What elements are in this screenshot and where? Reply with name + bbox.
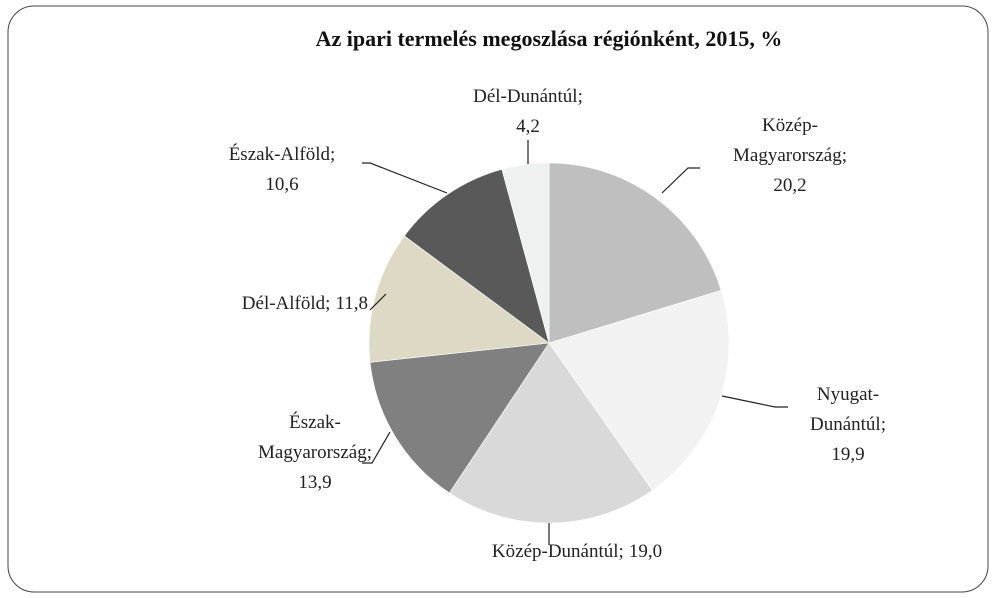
category-line: Magyarország; — [733, 145, 847, 166]
value-label: 4,2 — [516, 116, 540, 137]
pie-slice — [548, 290, 730, 491]
category-label: Dél-Alföld; — [242, 293, 331, 314]
pie-slice — [548, 162, 722, 344]
pie-slice — [368, 235, 550, 363]
leader-line — [721, 395, 788, 408]
value-label: 19,9 — [831, 444, 864, 465]
data-label: Észak-Alföld; 10,6 — [229, 143, 336, 195]
pie-slice — [403, 168, 550, 344]
category-label: Nyugat- Dunántúl; — [810, 384, 886, 435]
leader-line — [362, 162, 448, 194]
value-label: 13,9 — [298, 472, 331, 493]
category-line: Közép- — [762, 115, 818, 136]
data-label: Dél-Alföld; 11,8 — [242, 293, 368, 314]
category-label: Közép- Magyarország; — [733, 115, 847, 166]
value-label: 10,6 — [265, 174, 298, 195]
chart-title: Az ipari termelés megoszlása régiónként,… — [316, 26, 783, 51]
category-line: Nyugat- — [817, 384, 879, 405]
data-label-text: Dél-Alföld; 11,8 — [242, 293, 368, 314]
value-label: 19,0 — [629, 541, 662, 562]
category-label: Közép-Dunántúl; — [492, 541, 624, 562]
data-label: Észak- Magyarország; 13,9 — [258, 411, 372, 493]
leader-line — [661, 167, 700, 194]
category-label: Észak- Magyarország; — [258, 411, 372, 463]
value-label: 20,2 — [773, 175, 806, 196]
data-label: Nyugat- Dunántúl; 19,9 — [810, 384, 886, 465]
data-label: Közép- Magyarország; 20,2 — [733, 115, 847, 196]
data-label-text: Közép-Dunántúl; 19,0 — [492, 541, 662, 562]
pie-slice — [501, 162, 550, 344]
category-line: Dunántúl; — [810, 414, 886, 435]
pie-slice — [369, 342, 550, 494]
leader-line — [369, 293, 387, 311]
category-line: Észak- — [289, 411, 341, 433]
leader-line — [362, 431, 391, 464]
pie — [368, 162, 730, 524]
category-line: Magyarország; — [258, 442, 372, 463]
data-label: Dél-Dunántúl; 4,2 — [473, 86, 583, 137]
pie-slice — [448, 342, 653, 524]
category-label: Észak-Alföld; — [229, 143, 336, 165]
data-label: Közép-Dunántúl; 19,0 — [492, 541, 662, 562]
value-label: 11,8 — [335, 293, 368, 314]
category-label: Dél-Dunántúl; — [473, 86, 583, 107]
